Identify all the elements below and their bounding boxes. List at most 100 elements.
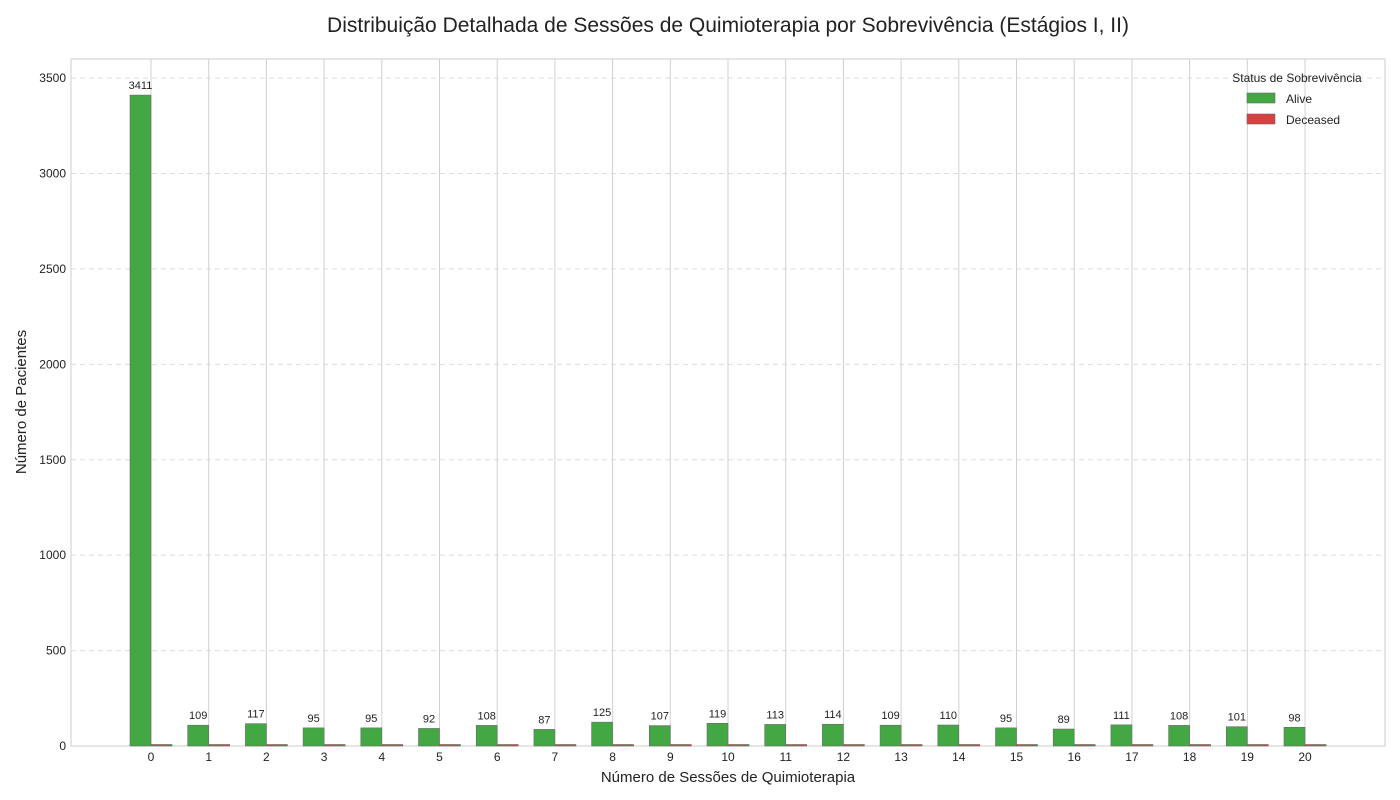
- x-axis-label: Número de Sessões de Quimioterapia: [601, 769, 856, 786]
- x-tick-label: 2: [263, 750, 270, 764]
- x-tick-label: 12: [837, 750, 851, 764]
- legend-label-deceased: Deceased: [1286, 113, 1340, 127]
- data-label: 110: [940, 710, 958, 722]
- x-tick-label: 0: [148, 750, 155, 764]
- legend-title: Status de Sobrevivência: [1232, 71, 1362, 85]
- bar-deceased-5: [439, 744, 461, 747]
- x-tick-label: 1: [205, 750, 212, 764]
- bar-deceased-10: [727, 744, 750, 747]
- legend: Status de Sobrevivência Alive Deceased: [1232, 71, 1362, 127]
- chart-title: Distribuição Detalhada de Sessões de Qui…: [327, 14, 1129, 37]
- legend-label-alive: Alive: [1286, 92, 1312, 106]
- data-label: 114: [824, 709, 842, 721]
- x-tick-label: 4: [378, 750, 385, 764]
- data-label: 108: [1170, 710, 1188, 722]
- x-tick-label: 3: [321, 750, 328, 764]
- bar-alive-10: [706, 722, 729, 747]
- bar-alive-1: [187, 724, 209, 747]
- y-tick-label: 2500: [39, 262, 66, 276]
- x-tick-label: 10: [721, 750, 735, 764]
- x-tick-label: 19: [1241, 750, 1255, 764]
- bar-deceased-9: [669, 744, 692, 747]
- data-label: 117: [247, 709, 265, 721]
- bar-alive-4: [360, 727, 383, 747]
- data-label: 95: [365, 713, 377, 725]
- bar-alive-17: [1110, 724, 1133, 747]
- data-label: 113: [766, 709, 784, 721]
- bar-deceased-20: [1304, 744, 1327, 747]
- data-label: 92: [423, 713, 435, 725]
- y-tick-label: 2000: [39, 357, 66, 371]
- bar-alive-14: [937, 724, 960, 747]
- bar-deceased-1: [208, 744, 230, 747]
- x-tick-label: 14: [952, 750, 966, 764]
- bar-alive-13: [879, 724, 902, 747]
- bar-deceased-8: [612, 744, 634, 747]
- bar-deceased-7: [554, 744, 577, 747]
- bar-alive-12: [822, 723, 844, 747]
- bar-alive-20: [1283, 726, 1306, 747]
- y-tick-label: 0: [59, 739, 66, 753]
- bar-deceased-6: [496, 744, 519, 747]
- bar-alive-8: [591, 721, 613, 747]
- x-tick-label: 18: [1183, 750, 1197, 764]
- legend-swatch-alive: [1246, 92, 1276, 104]
- bar-alive-19: [1226, 726, 1248, 747]
- data-label: 119: [709, 708, 727, 720]
- x-tick-label: 6: [494, 750, 501, 764]
- bar-alive-5: [418, 728, 440, 747]
- bar-alive-9: [648, 725, 671, 747]
- bar-deceased-19: [1247, 744, 1269, 747]
- x-tick-label: 17: [1125, 750, 1139, 764]
- x-tick-label: 15: [1010, 750, 1024, 764]
- x-tick-label: 5: [436, 750, 443, 764]
- data-label: 109: [881, 710, 899, 722]
- bar-deceased-13: [900, 744, 923, 747]
- y-tick-label: 500: [46, 644, 66, 658]
- bar-deceased-18: [1189, 744, 1211, 747]
- data-label: 108: [478, 710, 496, 722]
- grid-lines: [71, 59, 1385, 746]
- y-tick-label: 3000: [39, 167, 66, 181]
- bar-deceased-4: [381, 744, 404, 747]
- y-axis-label: Número de Pacientes: [13, 330, 30, 474]
- data-label: 101: [1228, 712, 1246, 724]
- x-tick-label: 9: [667, 750, 674, 764]
- bar-alive-18: [1168, 725, 1190, 747]
- y-tick-label: 3500: [39, 71, 66, 85]
- bar-alive-6: [475, 725, 498, 747]
- bar-deceased-12: [843, 744, 865, 747]
- bar-alive-16: [1052, 728, 1075, 747]
- data-label: 125: [593, 707, 611, 719]
- x-tick-label: 13: [894, 750, 908, 764]
- y-tick-label: 1000: [39, 548, 66, 562]
- bar-deceased-17: [1131, 744, 1154, 747]
- data-label: 89: [1058, 714, 1070, 726]
- bar-deceased-14: [958, 744, 981, 747]
- data-label: 95: [307, 713, 319, 725]
- bar-deceased-0: [150, 744, 173, 747]
- x-tick-label: 11: [779, 750, 792, 764]
- bar-alive-15: [995, 727, 1017, 747]
- bar-alive-0: [129, 94, 152, 747]
- data-label: 109: [189, 710, 207, 722]
- data-labels: 3411 109 117 95 95 92 108 87 125 107 119 113 114 109 1…: [129, 80, 1301, 726]
- legend-swatch-deceased: [1246, 113, 1276, 125]
- data-label: 111: [1113, 710, 1130, 722]
- x-tick-label: 20: [1298, 750, 1312, 764]
- bar-deceased-3: [323, 744, 346, 747]
- x-tick-label: 8: [609, 750, 616, 764]
- data-label: 3411: [129, 80, 153, 92]
- y-axis-ticks: 0 500 1000 1500 2000 2500 3000 3500: [39, 71, 66, 753]
- data-label: 98: [1288, 712, 1300, 724]
- bar-alive-3: [302, 727, 325, 747]
- bar-deceased-2: [266, 744, 288, 747]
- bar-deceased-11: [785, 744, 808, 747]
- bar-deceased-15: [1016, 744, 1038, 747]
- bar-deceased-16: [1073, 744, 1096, 747]
- bar-alive-2: [245, 723, 267, 747]
- bars: [129, 94, 1327, 747]
- x-axis-ticks: 0 1 2 3 4 5 6 7 8 9 10 11 12 13 14 15 16 17 18 19 20: [148, 750, 1312, 764]
- data-label: 87: [538, 714, 550, 726]
